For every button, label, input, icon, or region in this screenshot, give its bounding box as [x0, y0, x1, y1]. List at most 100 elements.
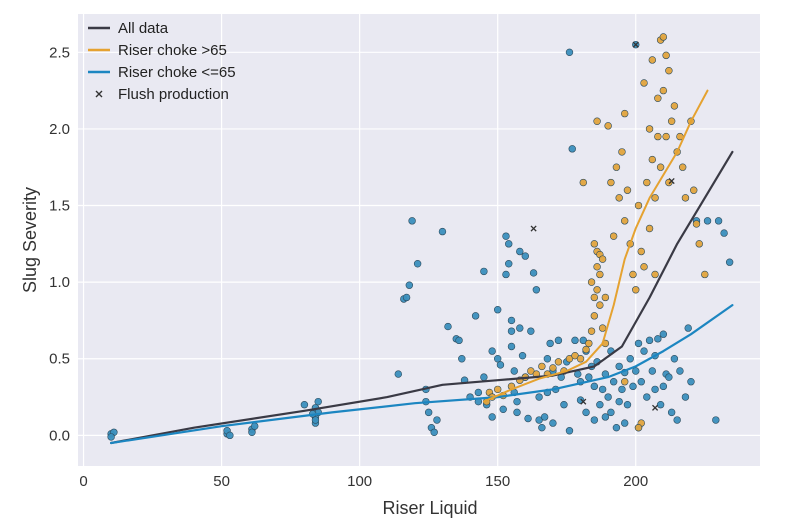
point-choke-le65 — [714, 217, 723, 225]
point-choke-gt65 — [692, 220, 701, 228]
point-choke-le65 — [521, 252, 530, 260]
point-choke-le65 — [455, 336, 463, 345]
point-choke-gt65 — [648, 155, 657, 164]
point-choke-le65 — [471, 312, 480, 320]
point-choke-gt65 — [549, 364, 557, 372]
point-choke-le65 — [596, 401, 604, 409]
point-choke-le65 — [529, 269, 538, 277]
point-choke-gt65 — [607, 178, 615, 187]
point-choke-le65 — [505, 240, 513, 248]
point-choke-le65 — [687, 378, 695, 386]
point-choke-gt65 — [612, 163, 621, 171]
point-choke-le65 — [615, 397, 623, 406]
point-choke-gt65 — [576, 355, 585, 363]
point-choke-gt65 — [601, 293, 610, 302]
x-tick-label: 150 — [485, 473, 510, 490]
point-choke-le65 — [565, 427, 574, 435]
point-choke-le65 — [665, 373, 673, 381]
point-choke-le65 — [659, 330, 668, 338]
point-choke-le65 — [676, 367, 684, 375]
point-choke-le65 — [549, 419, 557, 427]
point-choke-le65 — [612, 423, 621, 432]
point-choke-le65 — [712, 416, 720, 424]
x-tick-label: 50 — [213, 473, 230, 490]
point-flush-production — [652, 404, 659, 411]
point-choke-gt65 — [590, 293, 599, 302]
point-choke-le65 — [554, 336, 563, 345]
point-choke-gt65 — [634, 201, 643, 210]
point-choke-gt65 — [690, 186, 698, 194]
point-choke-le65 — [684, 324, 692, 332]
x-tick-label: 0 — [79, 473, 87, 490]
point-choke-le65 — [430, 428, 438, 436]
x-tick-label: 200 — [623, 473, 648, 490]
trend-line — [482, 89, 709, 403]
point-choke-gt65 — [662, 51, 670, 60]
point-choke-gt65 — [665, 66, 673, 75]
point-choke-le65 — [444, 322, 452, 331]
point-choke-gt65 — [579, 178, 587, 187]
point-choke-le65 — [571, 336, 579, 345]
point-choke-le65 — [496, 361, 505, 369]
point-choke-le65 — [648, 367, 657, 375]
x-axis-title: Riser Liquid — [382, 498, 477, 518]
point-choke-gt65 — [596, 301, 604, 309]
legend-label: Flush production — [118, 86, 229, 103]
point-choke-gt65 — [609, 232, 618, 240]
point-choke-le65 — [560, 401, 568, 409]
y-tick-label: 0.5 — [49, 351, 70, 368]
point-choke-gt65 — [565, 355, 574, 363]
point-choke-le65 — [438, 227, 447, 236]
point-choke-le65 — [510, 367, 518, 375]
point-choke-gt65 — [598, 255, 607, 263]
point-choke-le65 — [424, 408, 433, 417]
point-choke-gt65 — [667, 117, 676, 125]
point-choke-le65 — [568, 145, 576, 153]
point-choke-le65 — [601, 413, 610, 421]
point-choke-le65 — [507, 342, 516, 351]
point-choke-gt65 — [681, 194, 690, 202]
point-choke-gt65 — [648, 56, 657, 64]
point-choke-le65 — [540, 413, 549, 421]
point-choke-le65 — [621, 419, 629, 427]
point-choke-le65 — [667, 408, 676, 417]
point-choke-le65 — [314, 397, 322, 406]
point-choke-gt65 — [651, 270, 659, 279]
point-choke-gt65 — [659, 86, 668, 95]
point-choke-gt65 — [634, 423, 643, 432]
point-choke-le65 — [493, 355, 502, 363]
point-choke-gt65 — [621, 109, 629, 118]
point-choke-le65 — [618, 385, 626, 394]
point-choke-gt65 — [656, 163, 665, 171]
point-choke-gt65 — [596, 270, 604, 279]
y-axis-title: Slug Severity — [20, 187, 40, 293]
point-choke-le65 — [703, 217, 712, 225]
tick-labels: 0 50 100 150 200 0.0 0.5 1.0 1.5 2.0 2.5 — [49, 44, 648, 490]
legend-item: Riser choke >65 — [88, 42, 227, 59]
point-choke-le65 — [637, 378, 645, 386]
point-choke-gt65 — [604, 122, 612, 130]
point-choke-gt65 — [640, 79, 648, 87]
point-choke-le65 — [405, 281, 414, 289]
y-tick-label: 2.0 — [49, 121, 70, 138]
point-choke-gt65 — [571, 351, 579, 360]
point-flush-production — [668, 177, 675, 185]
point-choke-le65 — [493, 306, 502, 314]
legend-label: Riser choke >65 — [118, 42, 227, 59]
point-choke-gt65 — [640, 263, 648, 271]
legend-item: Flush production — [95, 86, 229, 103]
point-choke-gt65 — [585, 339, 593, 348]
point-choke-le65 — [502, 270, 510, 279]
point-choke-le65 — [535, 393, 543, 401]
point-choke-le65 — [499, 405, 507, 414]
point-choke-le65 — [673, 416, 681, 424]
point-choke-le65 — [300, 401, 309, 409]
point-choke-le65 — [507, 316, 516, 325]
point-choke-gt65 — [587, 278, 596, 286]
point-choke-le65 — [634, 339, 643, 348]
point-choke-gt65 — [662, 132, 670, 141]
point-choke-le65 — [513, 408, 521, 417]
point-choke-le65 — [654, 335, 662, 343]
point-choke-gt65 — [695, 240, 703, 248]
